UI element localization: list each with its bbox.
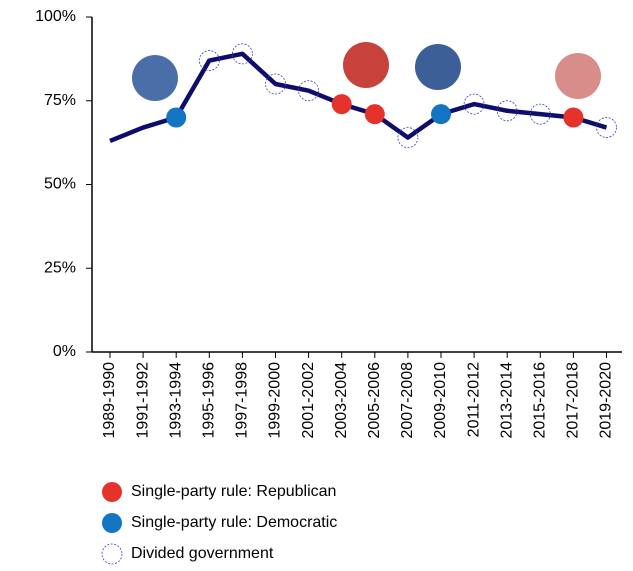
marker bbox=[431, 104, 451, 125]
marker bbox=[563, 107, 584, 128]
x-tick-label: 1997-1998 bbox=[234, 362, 251, 439]
x-tick-label: 2007-2008 bbox=[399, 362, 416, 439]
x-tick-label: 2015-2016 bbox=[532, 362, 549, 439]
legend-marker bbox=[102, 513, 122, 533]
marker bbox=[496, 100, 518, 122]
x-tick-label: 2009-2010 bbox=[432, 362, 449, 439]
y-tick-label: 50% bbox=[44, 176, 76, 193]
portrait bbox=[415, 44, 461, 90]
x-tick-label: 2003-2004 bbox=[333, 362, 350, 439]
marker bbox=[166, 107, 187, 128]
marker bbox=[265, 73, 286, 95]
line bbox=[109, 51, 608, 144]
marker bbox=[198, 50, 220, 71]
legend-label: Single-party rule: Republican bbox=[131, 483, 336, 500]
portrait bbox=[132, 55, 178, 101]
x-tick-label: 2001-2002 bbox=[300, 362, 317, 439]
x-tick-label: 2013-2014 bbox=[498, 362, 515, 439]
marker bbox=[397, 127, 419, 149]
marker bbox=[463, 93, 485, 115]
y-tick-label: 25% bbox=[44, 259, 76, 276]
y-tick-label: 75% bbox=[44, 92, 76, 109]
x-tick-label: 2017-2018 bbox=[565, 362, 582, 439]
portraits bbox=[132, 42, 601, 101]
x-tick-label: 1995-1996 bbox=[201, 362, 218, 439]
marker bbox=[331, 94, 352, 115]
marker bbox=[529, 103, 551, 125]
y-tick-label: 100% bbox=[35, 8, 76, 25]
x-tick-label: 1999-2000 bbox=[267, 362, 284, 439]
y-tick-label: 0% bbox=[53, 343, 76, 360]
x-tick-label: 2019-2020 bbox=[598, 362, 615, 439]
legend-marker bbox=[102, 482, 122, 502]
marker bbox=[298, 80, 320, 102]
x-tick-label: 2005-2006 bbox=[366, 362, 383, 439]
legend-label: Single-party rule: Democratic bbox=[131, 514, 337, 531]
x-tick-label: 1993-1994 bbox=[167, 362, 184, 439]
x-tick-label: 1991-1992 bbox=[134, 362, 151, 439]
legend-label: Divided government bbox=[131, 545, 274, 562]
portrait bbox=[555, 53, 601, 99]
legend-marker bbox=[101, 543, 123, 565]
portrait bbox=[343, 42, 389, 88]
marker bbox=[364, 104, 385, 125]
x-tick-label: 1989-1990 bbox=[101, 362, 118, 439]
marker bbox=[596, 117, 617, 138]
marker bbox=[231, 43, 253, 65]
x-tick-label: 2011-2012 bbox=[465, 362, 482, 437]
